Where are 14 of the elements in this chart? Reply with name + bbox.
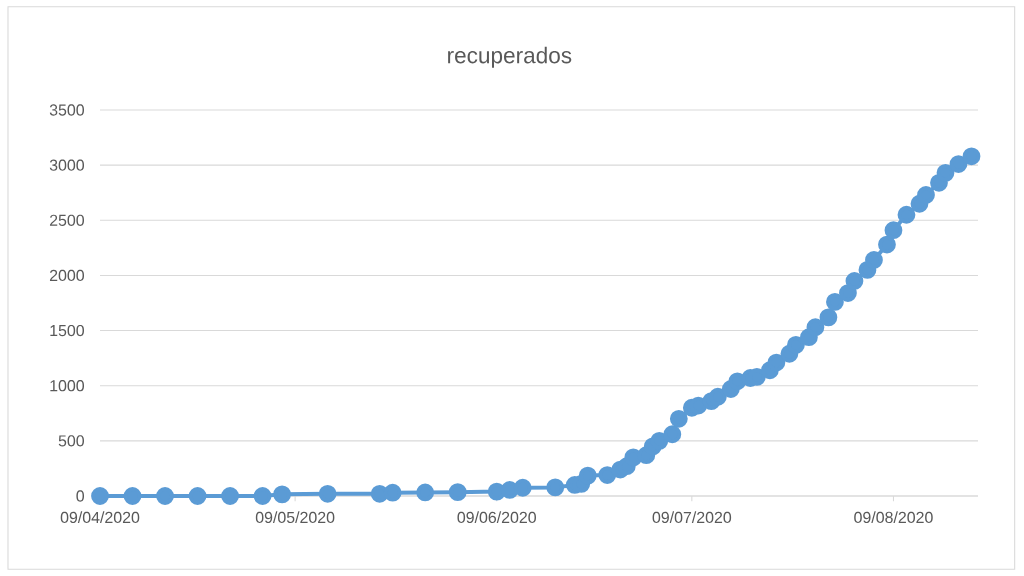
x-tick-label: 09/07/2020	[652, 511, 732, 524]
y-tick-label: 2000	[49, 269, 85, 282]
y-tick-label: 3500	[49, 104, 85, 116]
y-tick-label: 500	[58, 435, 85, 447]
y-tick-label: 0	[76, 490, 85, 502]
chart-title: recuperados	[448, 46, 572, 68]
x-tick-label: 09/05/2020	[255, 511, 335, 524]
y-tick-label: 1500	[50, 324, 85, 337]
y-tick-label: 3000	[49, 159, 85, 171]
x-tick-label: 09/04/2020	[60, 511, 140, 524]
y-tick-label: 2500	[49, 214, 85, 226]
x-tick-label: 09/06/2020	[457, 511, 536, 524]
x-tick-label: 09/08/2020	[854, 511, 933, 524]
y-tick-label: 1000	[50, 380, 85, 392]
